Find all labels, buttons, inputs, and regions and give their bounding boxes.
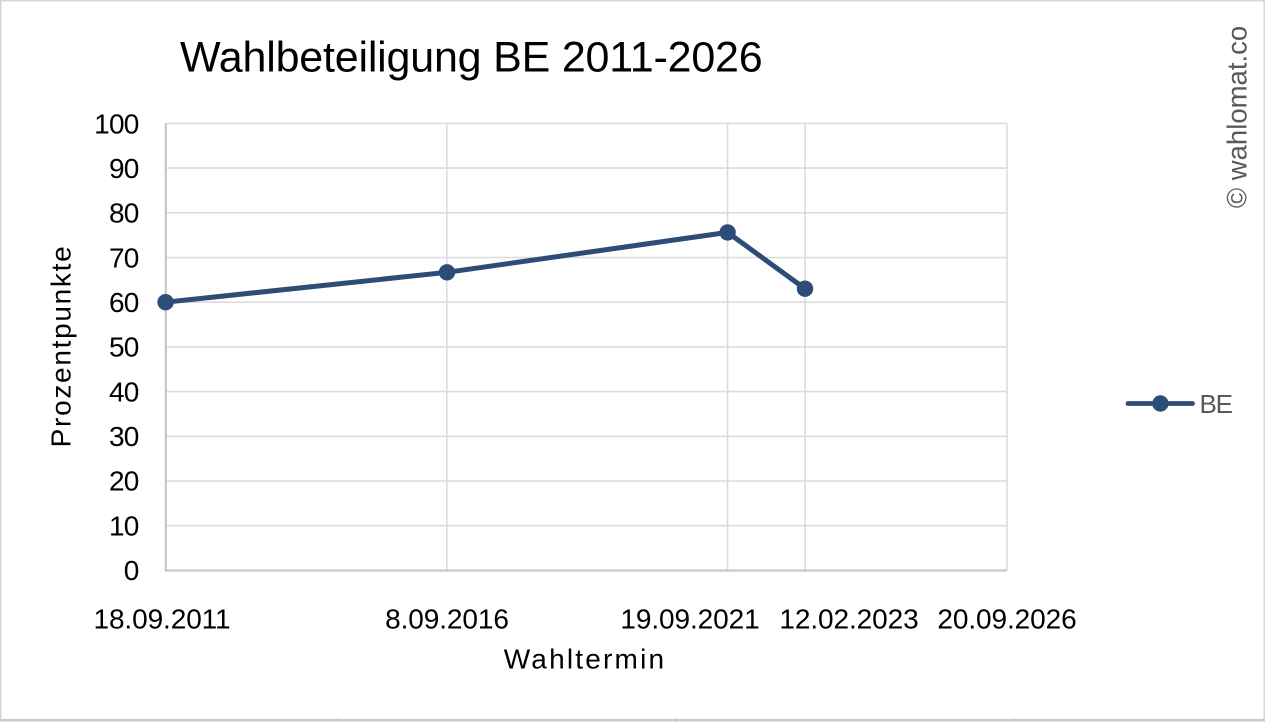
svg-text:18.09.2011: 18.09.2011 (93, 603, 230, 634)
svg-text:Prozentpunkte: Prozentpunkte (46, 245, 77, 448)
svg-text:90: 90 (109, 153, 139, 184)
svg-text:12.02.2023: 12.02.2023 (779, 603, 918, 634)
svg-text:60: 60 (109, 287, 139, 318)
svg-text:70: 70 (109, 242, 139, 273)
svg-text:10: 10 (109, 510, 139, 541)
svg-text:0: 0 (124, 555, 139, 586)
svg-text:40: 40 (109, 376, 139, 407)
svg-text:50: 50 (109, 332, 139, 363)
svg-text:© wahlomat.co: © wahlomat.co (1222, 26, 1253, 208)
svg-text:BE: BE (1200, 389, 1233, 419)
svg-text:Wahltermin: Wahltermin (504, 644, 667, 675)
svg-text:20.09.2026: 20.09.2026 (937, 603, 1076, 634)
svg-text:19.09.2021: 19.09.2021 (620, 603, 759, 634)
svg-text:30: 30 (109, 421, 139, 452)
svg-text:80: 80 (109, 198, 139, 229)
svg-text:Wahlbeteiligung BE 2011-2026: Wahlbeteiligung BE 2011-2026 (180, 33, 762, 81)
svg-text:100: 100 (94, 108, 139, 139)
svg-text:20: 20 (109, 466, 139, 497)
svg-text:8.09.2016: 8.09.2016 (385, 603, 509, 634)
